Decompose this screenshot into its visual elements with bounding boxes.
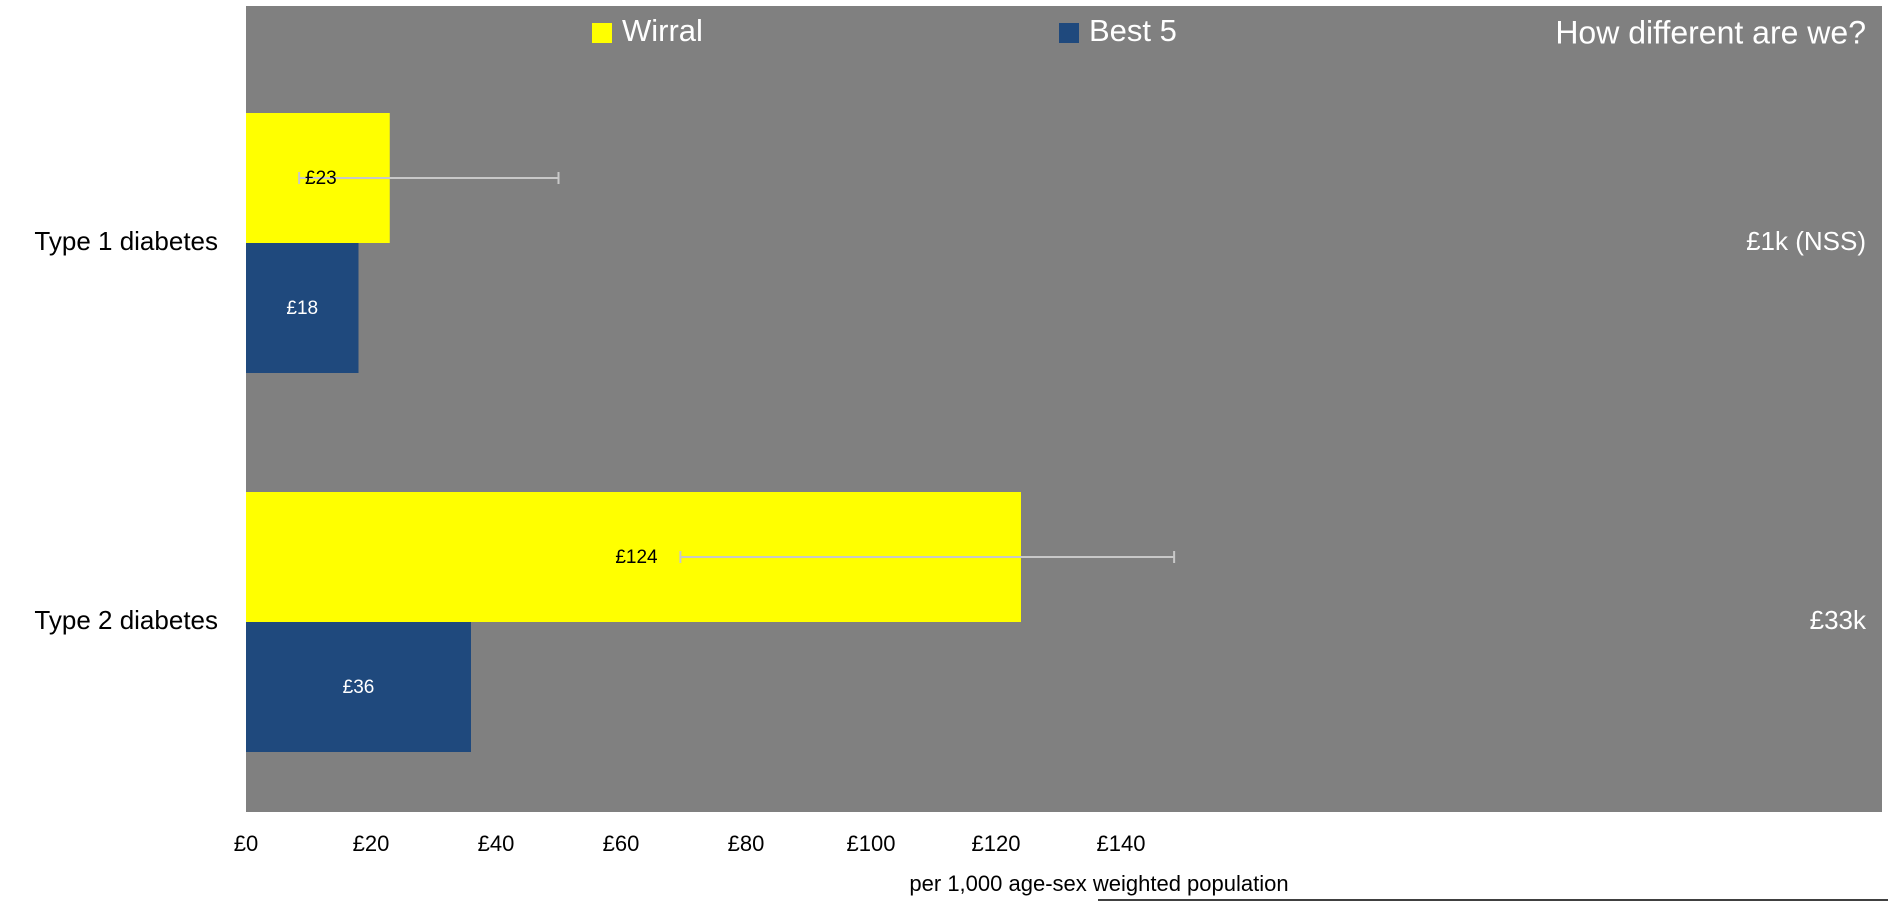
side-panel-title: How different are we? [1555,14,1866,50]
x-tick-label-2: £40 [478,831,515,856]
legend-swatch-0 [592,23,612,43]
x-tick-label-6: £120 [972,831,1021,856]
data-label-wirral-0: £23 [305,168,337,189]
bar-best-5-0 [246,243,359,373]
plot-area [246,54,1882,812]
x-tick-label-1: £20 [353,831,390,856]
data-label-wirral-1: £124 [615,547,658,568]
x-tick-label-4: £80 [728,831,765,856]
x-tick-label-3: £60 [603,831,640,856]
x-axis-title: per 1,000 age-sex weighted population [909,871,1288,896]
side-panel-value-0: £1k (NSS) [1746,226,1866,256]
x-tick-label-0: £0 [234,831,258,856]
category-label-1: Type 2 diabetes [34,605,218,635]
data-label-best-5-1: £36 [343,677,375,698]
legend-label-1: Best 5 [1089,13,1177,48]
x-tick-label-7: £140 [1097,831,1146,856]
legend-swatch-1 [1059,23,1079,43]
side-panel-value-1: £33k [1810,605,1867,635]
category-label-0: Type 1 diabetes [34,226,218,256]
x-tick-label-5: £100 [847,831,896,856]
data-label-best-5-0: £18 [286,298,318,319]
bar-best-5-1 [246,622,471,752]
legend-label-0: Wirral [622,13,703,48]
